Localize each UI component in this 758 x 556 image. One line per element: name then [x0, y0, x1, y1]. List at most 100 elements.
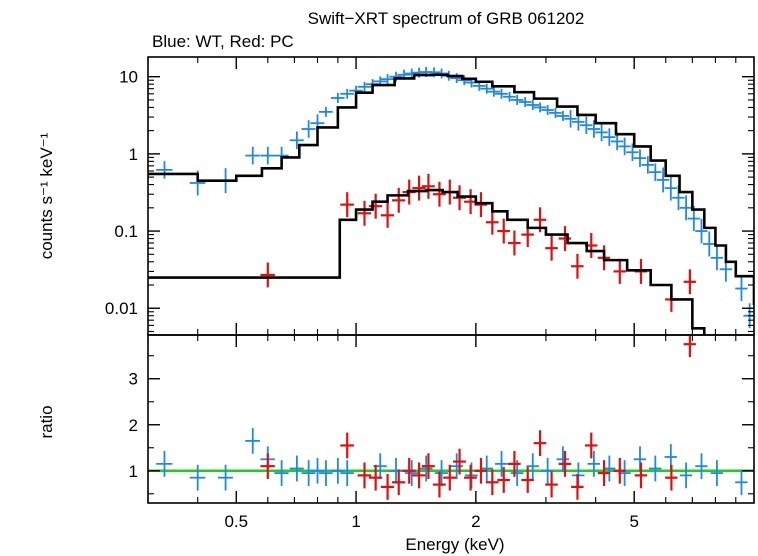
ratio-y-axis-label: ratio	[37, 405, 56, 438]
pc-data-point	[368, 193, 383, 219]
model-wt-line	[148, 73, 754, 306]
x-tick-label: 2	[471, 512, 480, 531]
wt-data-point	[695, 218, 708, 244]
chart-title: Swift−XRT spectrum of GRB 061202	[308, 9, 585, 28]
spectrum-y-axis-label: counts s⁻¹ keV⁻¹	[37, 132, 56, 259]
pc-data-point	[380, 474, 395, 500]
wt-data-point	[318, 460, 333, 486]
pc-data-point	[571, 474, 584, 500]
wt-data-point	[495, 88, 508, 99]
pc-data-point	[584, 432, 598, 459]
pc-data-point	[340, 192, 354, 218]
x-tick-label: 5	[629, 512, 638, 531]
pc-data-point	[474, 192, 488, 218]
pc-data-point	[260, 262, 275, 288]
pc-data-point	[683, 269, 696, 295]
ratio-panel-frame	[147, 334, 755, 504]
wt-data-point	[245, 146, 260, 165]
spectrum-panel: 10 1 0.1 0.01 counts s⁻¹ keV⁻¹	[37, 56, 755, 336]
wt-data-point	[450, 73, 464, 84]
wt-data-point	[735, 276, 748, 301]
pc-data-point	[485, 469, 499, 496]
wt-data-point	[610, 132, 624, 151]
wt-data-point	[340, 460, 354, 486]
wt-data-point	[556, 446, 570, 473]
pc-data-point	[545, 235, 558, 261]
wt-data-point	[587, 450, 601, 477]
pc-data-point	[571, 253, 584, 279]
pc-data-point	[260, 453, 275, 480]
ratio-plot-area: 1 2 3	[129, 335, 755, 503]
y-tick-label: 10	[119, 68, 138, 87]
wt-data-point	[603, 128, 616, 146]
wt-data-point	[310, 457, 325, 484]
wt-data-point	[389, 457, 403, 484]
wt-data-point	[503, 91, 516, 102]
wt-data-point	[389, 71, 403, 82]
wt-data-point	[487, 86, 501, 97]
x-axis-label: Energy (keV)	[405, 535, 504, 554]
wt-data-point	[579, 116, 593, 135]
spectrum-marks	[148, 67, 754, 335]
pc-data-point	[545, 471, 558, 498]
pc-data-point	[421, 453, 435, 480]
model-pc-line	[148, 188, 706, 335]
pc-data-point	[507, 450, 521, 477]
wt-data-point	[518, 97, 532, 107]
wt-data-point	[633, 446, 647, 473]
wt-data-point	[656, 167, 670, 193]
wt-data-point	[156, 450, 173, 477]
wt-data-point	[318, 106, 333, 117]
wt-data-point	[695, 453, 708, 480]
wt-data-point	[679, 462, 693, 489]
wt-data-point	[357, 81, 372, 92]
wt-data-point	[595, 123, 608, 142]
wt-data-point	[641, 156, 654, 174]
pc-data-point	[634, 462, 648, 489]
wt-data-point	[541, 457, 554, 484]
wt-data-point	[710, 460, 723, 486]
pc-data-point	[432, 471, 446, 498]
pc-data-point	[380, 202, 395, 228]
pc-data-point	[412, 175, 426, 201]
pc-data-point	[507, 230, 521, 256]
wt-data-point	[480, 455, 494, 482]
x-tick-label: 0.5	[224, 512, 248, 531]
wt-data-point	[289, 131, 304, 150]
wt-data-point	[450, 453, 464, 480]
spectrum-plot-area: 10 1 0.1 0.01	[105, 57, 755, 335]
wt-data-point	[405, 68, 419, 79]
wt-data-point	[510, 94, 524, 105]
pc-data-point	[474, 457, 488, 484]
pc-data-point	[558, 226, 572, 251]
wt-data-point	[457, 75, 471, 86]
y-tick-label: 2	[129, 416, 138, 435]
wt-data-point	[189, 464, 206, 491]
wt-data-point	[735, 469, 748, 496]
pc-data-point	[412, 462, 426, 489]
pc-data-point	[368, 464, 383, 491]
pc-data-point	[357, 462, 372, 489]
wt-data-point	[330, 93, 345, 103]
wt-data-point	[679, 195, 693, 221]
wt-data-point	[330, 457, 345, 484]
wt-data-point	[405, 460, 419, 486]
pc-data-point	[432, 181, 446, 207]
pc-data-point	[453, 448, 466, 475]
wt-data-point	[434, 460, 448, 486]
wt-data-point	[380, 74, 395, 85]
wt-data-point	[340, 88, 354, 99]
y-tick-label: 0.1	[114, 222, 138, 241]
pc-data-point	[485, 209, 499, 235]
wt-data-point	[649, 455, 662, 482]
ratio-panel: 1 2 3 ratio	[37, 334, 755, 504]
wt-data-point	[495, 450, 508, 477]
wt-data-point	[274, 460, 289, 486]
wt-data-point	[587, 120, 601, 138]
pc-data-point	[357, 200, 372, 226]
pc-data-point	[497, 218, 510, 244]
wt-data-point	[703, 231, 716, 257]
y-tick-label: 3	[129, 370, 138, 389]
wt-data-point	[301, 460, 316, 486]
